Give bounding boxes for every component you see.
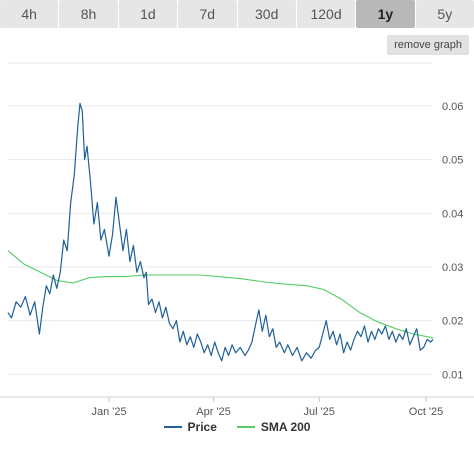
x-tick-label: Jul '25 [303,406,334,418]
x-tick-label: Apr '25 [196,406,231,418]
y-tick-label: 0.04 [442,208,463,220]
legend-item-price[interactable]: Price [163,420,217,434]
tab-8h[interactable]: 8h [59,0,118,28]
legend-sma-label: SMA 200 [260,420,311,434]
y-tick-label: 0.02 [442,316,463,328]
sma-series-line [7,250,434,339]
y-tick-label: 0.01 [442,369,463,381]
x-tick-label: Oct '25 [409,406,444,418]
price-series-line [7,102,434,362]
tab-7d[interactable]: 7d [178,0,237,28]
x-tick-label: Jan '25 [91,406,126,418]
legend-item-sma[interactable]: SMA 200 [236,420,311,434]
remove-graph-button[interactable]: remove graph [387,35,469,55]
price-chart: 0.01 0.02 0.03 0.04 0.05 0.06 Jan '25 Apr '25 Ju… [0,62,474,418]
y-tick-label: 0.05 [442,155,463,167]
tab-5y[interactable]: 5y [415,0,474,28]
tab-1y[interactable]: 1y [356,0,415,28]
legend-price-label: Price [187,420,217,434]
tab-120d[interactable]: 120d [296,0,356,28]
tab-30d[interactable]: 30d [237,0,296,28]
legend-price-line [163,426,182,428]
tab-1d[interactable]: 1d [118,0,178,28]
timeframe-tabs: 4h 8h 1d 7d 30d 120d 1y 5y [0,0,474,30]
tab-4h[interactable]: 4h [0,0,59,28]
legend-sma-line [236,426,255,428]
chart-legend: Price SMA 200 [0,420,474,434]
y-tick-label: 0.03 [442,262,463,274]
y-tick-label: 0.06 [442,101,463,113]
